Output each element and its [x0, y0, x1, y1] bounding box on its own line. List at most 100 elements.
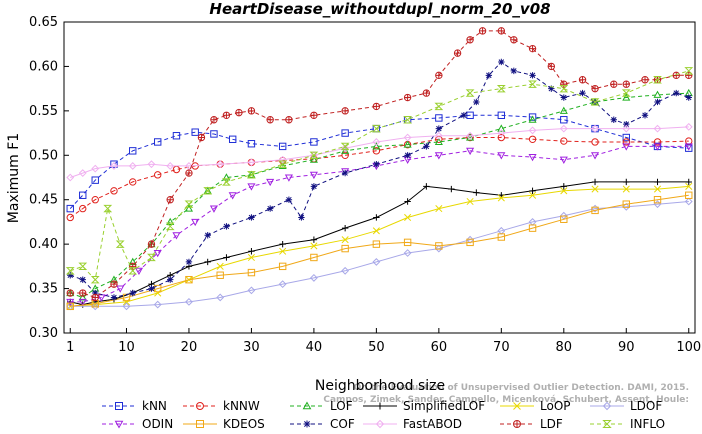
legend-item-inflo: INFLO — [590, 417, 665, 431]
point-lof — [309, 155, 318, 163]
point-simplifiedlof — [473, 189, 480, 196]
point-odin — [228, 192, 237, 200]
point-loop — [154, 289, 162, 297]
legend-marker-kdeos — [196, 420, 204, 428]
series-odin — [66, 143, 693, 307]
point-cof — [623, 120, 630, 128]
point-odin — [78, 298, 87, 307]
point-cof — [485, 72, 493, 79]
point-kdeos — [216, 271, 224, 279]
legend-marker-inflo — [602, 420, 612, 428]
point-kdeos — [435, 242, 443, 250]
point-lof — [622, 93, 631, 101]
legend-marker-ldf — [513, 420, 522, 428]
point-ldf — [110, 280, 118, 288]
point-simplifiedlof — [404, 198, 411, 205]
point-ldof — [278, 280, 287, 289]
point-ldf — [185, 169, 193, 177]
point-inflo — [496, 84, 506, 93]
point-cof — [510, 67, 518, 75]
point-loop — [216, 262, 224, 270]
point-cof — [285, 196, 293, 203]
point-kdeos — [591, 206, 599, 215]
legend-item-lof: LOF — [290, 399, 353, 413]
point-cof — [148, 285, 155, 292]
point-lof — [528, 115, 537, 123]
point-cof — [404, 152, 411, 159]
point-odin — [116, 285, 125, 293]
point-cof — [610, 116, 617, 123]
point-knn — [685, 144, 693, 152]
point-lof — [497, 124, 506, 132]
point-fastabod — [372, 138, 381, 146]
point-knnw — [591, 138, 599, 146]
x-tick-label: 40 — [306, 340, 323, 355]
point-inflo — [653, 76, 662, 84]
point-inflo — [403, 116, 413, 124]
point-inflo — [434, 102, 444, 111]
point-loop — [622, 185, 630, 193]
point-cof — [423, 143, 430, 150]
point-lof — [184, 204, 194, 212]
x-tick-label: 100 — [676, 340, 701, 355]
point-lof — [372, 142, 381, 150]
point-fastabod — [466, 131, 474, 140]
point-loop — [341, 236, 349, 244]
x-tick-label: 80 — [556, 340, 573, 355]
point-ldf — [310, 111, 318, 119]
point-cof — [460, 112, 468, 119]
point-kdeos — [247, 268, 256, 277]
point-loop — [404, 213, 412, 222]
point-loop — [279, 247, 287, 255]
legend-item-fastabod: FastABOD — [363, 417, 462, 431]
series-lof — [66, 88, 693, 301]
point-cof — [685, 94, 692, 101]
point-inflo — [203, 187, 213, 195]
point-ldf — [622, 80, 630, 88]
point-kdeos — [403, 238, 412, 247]
point-knn — [435, 114, 443, 122]
point-ldf — [435, 71, 443, 79]
point-ldof — [91, 302, 100, 311]
point-inflo — [78, 262, 88, 271]
point-fastabod — [684, 122, 693, 131]
legend-label-knn: kNN — [142, 399, 167, 413]
point-ldof — [185, 297, 193, 306]
legend-item-knnw: kNNW — [183, 399, 260, 413]
point-ldof — [684, 197, 693, 206]
point-odin — [191, 218, 200, 227]
point-ldf — [466, 36, 474, 44]
point-inflo — [559, 84, 569, 93]
point-simplifiedlof — [248, 248, 255, 255]
point-knnw — [622, 138, 630, 146]
point-odin — [434, 152, 443, 160]
point-fastabod — [66, 173, 75, 182]
legend-marker-lof — [302, 401, 312, 410]
point-knnw — [653, 138, 662, 146]
point-ldf — [578, 76, 587, 84]
point-loop — [247, 253, 255, 262]
point-cof — [298, 214, 305, 221]
series-cof — [67, 58, 692, 301]
point-inflo — [528, 80, 537, 88]
point-kdeos — [66, 302, 74, 311]
point-ldf — [547, 62, 556, 71]
point-ldof — [216, 293, 225, 302]
point-knnw — [341, 151, 349, 159]
x-tick-label: 30 — [243, 340, 260, 355]
point-inflo — [147, 253, 156, 262]
point-knn — [310, 138, 318, 146]
point-ldf — [166, 196, 174, 204]
point-knn — [129, 147, 137, 155]
point-cof — [266, 205, 274, 212]
point-fastabod — [91, 164, 100, 173]
point-knnw — [66, 213, 74, 222]
point-ldof — [153, 300, 162, 309]
point-ldof — [403, 249, 412, 257]
point-ldf — [510, 36, 518, 44]
point-loop — [560, 187, 568, 195]
y-tick-label: 0.55 — [29, 104, 58, 119]
point-knn — [497, 111, 506, 119]
x-tick-label: 90 — [618, 340, 635, 355]
point-simplifiedlof — [448, 185, 455, 193]
